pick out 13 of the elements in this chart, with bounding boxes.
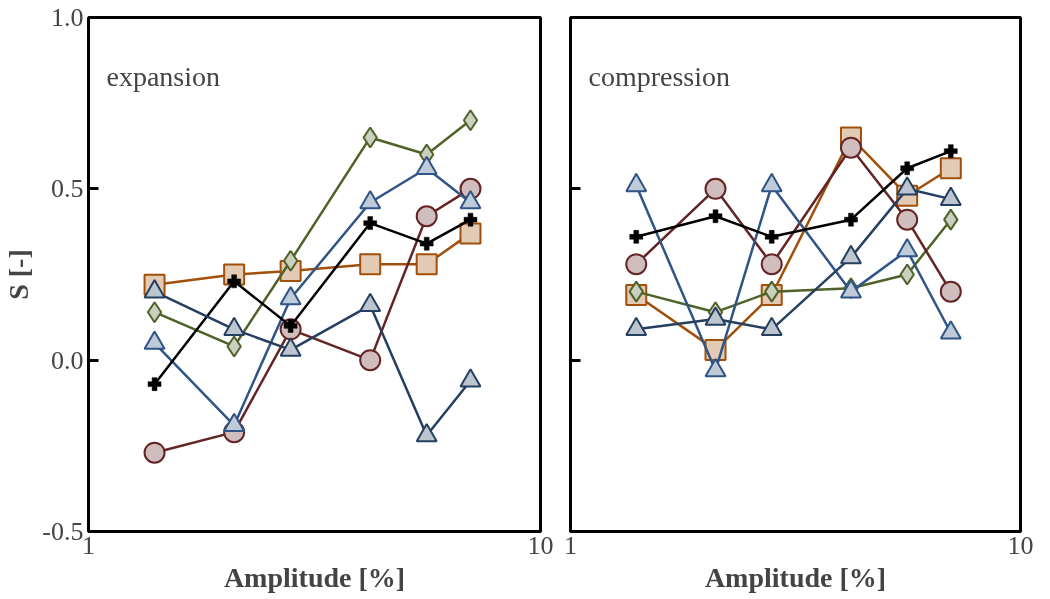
x-tick-label: 1: [82, 530, 95, 560]
y-tick-label: -0.5: [42, 517, 84, 546]
x-axis-title: Amplitude [%]: [704, 561, 887, 593]
x-tick-label: 10: [527, 530, 554, 560]
y-tick-label: 0.0: [51, 345, 84, 375]
x-axis-title: Amplitude [%]: [223, 561, 406, 593]
y-tick-label: 1.0: [51, 3, 84, 32]
y-axis-title: S [-]: [3, 249, 35, 300]
y-tick-label: 0.5: [51, 174, 84, 204]
annotation: compression: [588, 60, 731, 92]
x-tick-label: 1: [564, 530, 577, 560]
annotation: expansion: [106, 60, 221, 92]
x-tick-label: 10: [1007, 530, 1034, 560]
